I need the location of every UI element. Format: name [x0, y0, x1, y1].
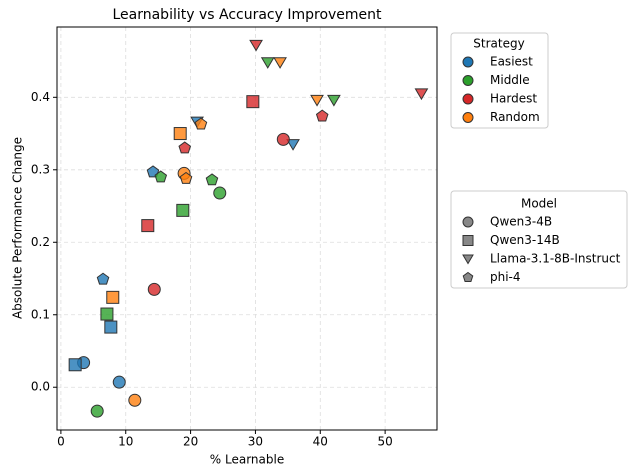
legend-marker	[462, 112, 474, 123]
legend-marker	[462, 216, 474, 228]
x-tick-label: 20	[183, 435, 198, 449]
legend-label: phi-4	[490, 270, 521, 284]
point	[327, 94, 341, 107]
point	[205, 173, 219, 186]
legend-marker	[462, 56, 474, 68]
point	[273, 57, 287, 69]
point	[276, 132, 290, 146]
point	[176, 203, 190, 217]
legend-title: Strategy	[473, 37, 524, 51]
legend-label: Middle	[490, 73, 530, 87]
point	[178, 141, 192, 154]
point	[100, 307, 114, 321]
point	[213, 186, 227, 200]
point	[310, 94, 324, 107]
x-tick-label: 40	[313, 435, 328, 449]
point	[179, 171, 193, 184]
legend-marker	[462, 271, 474, 283]
legend-title: Model	[521, 197, 557, 211]
legend-marker	[462, 75, 474, 86]
x-tick-label: 0	[57, 435, 65, 449]
legend-marker	[462, 93, 474, 105]
plot-frame	[56, 26, 438, 431]
y-tick-label: 0.2	[31, 235, 50, 249]
legend-label: Hardest	[490, 92, 537, 106]
point	[106, 290, 120, 304]
point	[96, 272, 110, 285]
x-tick-label: 30	[248, 435, 263, 449]
point	[315, 109, 329, 122]
y-tick-label: 0.4	[31, 90, 50, 104]
point	[249, 39, 263, 52]
legend-label: Llama-3.1-8B-Instruct	[490, 252, 621, 266]
strategy-legend-box	[450, 32, 549, 129]
point	[90, 404, 104, 418]
legend-label: Random	[490, 110, 540, 124]
y-tick-label: 0.1	[31, 307, 50, 321]
point	[260, 57, 275, 69]
point	[104, 320, 118, 334]
y-axis-label: Absolute Performance Change	[11, 137, 25, 319]
x-tick-label: 50	[377, 435, 392, 449]
point	[141, 219, 155, 233]
point	[414, 88, 429, 101]
point	[246, 95, 260, 109]
point	[128, 393, 142, 407]
point	[194, 117, 208, 130]
x-axis-label: % Learnable	[210, 453, 284, 467]
x-tick-label: 10	[118, 435, 133, 449]
point	[286, 139, 300, 151]
legend-marker	[462, 254, 474, 265]
y-tick-label: 0.3	[31, 162, 50, 176]
legend-marker	[462, 235, 474, 246]
point	[68, 358, 82, 372]
chart-title: Learnability vs Accuracy Improvement	[112, 7, 382, 23]
legend-label: Easiest	[490, 55, 533, 69]
y-tick-label: 0.0	[31, 380, 50, 394]
point	[154, 170, 168, 183]
model-legend-box	[450, 190, 628, 289]
legend-label: Qwen3-4B	[490, 215, 552, 229]
legend-label: Qwen3-14B	[490, 233, 560, 247]
point	[112, 375, 126, 389]
point	[147, 282, 161, 296]
point	[173, 127, 187, 141]
